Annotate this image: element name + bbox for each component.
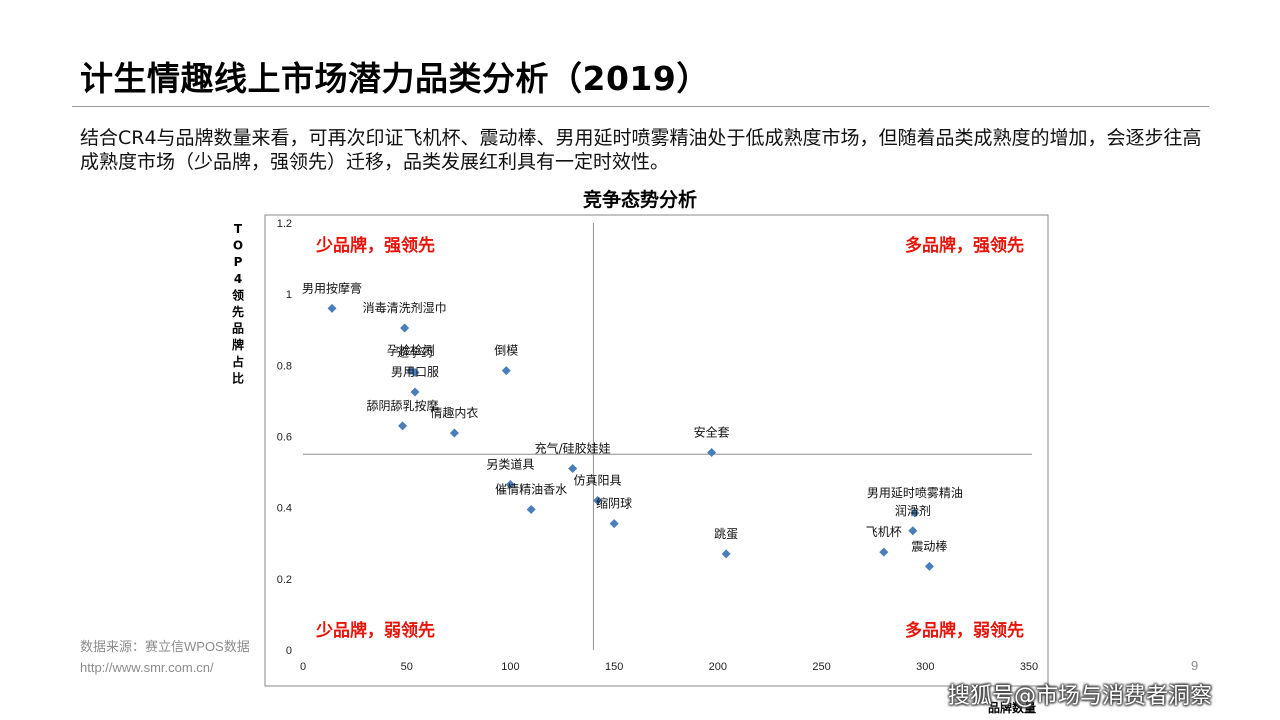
x-tick-label: 350 bbox=[1020, 661, 1038, 673]
y-tick-label: 0.2 bbox=[277, 574, 292, 586]
page-number: 9 bbox=[1191, 658, 1199, 673]
data-point-label: 避孕药 bbox=[397, 345, 433, 359]
x-tick-label: 300 bbox=[916, 661, 934, 673]
y-axis-label-char: 牌 bbox=[232, 337, 244, 352]
data-point-label: 舔阴舔乳按摩 bbox=[367, 398, 439, 413]
data-point bbox=[526, 504, 536, 514]
data-point bbox=[879, 547, 889, 557]
y-axis-label-char: 比 bbox=[232, 370, 244, 385]
source-label: 数据来源：赛立信WPOS数据 bbox=[80, 639, 250, 654]
x-tick-label: 50 bbox=[401, 661, 413, 673]
data-point-label: 情趣内衣 bbox=[430, 405, 478, 420]
y-axis-label-char: P bbox=[234, 255, 243, 269]
data-point-label: 另类道具 bbox=[486, 458, 534, 472]
data-point-label: 男用按摩膏 bbox=[302, 280, 362, 295]
data-point bbox=[707, 448, 717, 458]
x-tick-label: 200 bbox=[709, 661, 727, 673]
x-tick-label: 250 bbox=[812, 661, 830, 673]
x-tick-label: 150 bbox=[605, 661, 623, 673]
y-tick-label: 0 bbox=[286, 645, 292, 657]
y-axis-label-char: 4 bbox=[234, 272, 242, 286]
x-tick-label: 0 bbox=[300, 661, 306, 673]
data-point bbox=[721, 549, 731, 559]
page-description: 结合CR4与品牌数量来看，可再次印证飞机杯、震动棒、男用延时喷雾精油处于低成熟度… bbox=[80, 127, 1202, 173]
data-point bbox=[568, 464, 578, 474]
plot-frame bbox=[264, 214, 1049, 687]
data-point bbox=[910, 508, 920, 518]
y-tick-label: 0.4 bbox=[277, 503, 292, 515]
y-tick-label: 1 bbox=[286, 289, 292, 301]
y-axis-label-char: 先 bbox=[232, 304, 244, 319]
data-point bbox=[593, 496, 603, 506]
y-axis-label-char: 领 bbox=[232, 287, 244, 302]
data-point bbox=[400, 323, 410, 333]
y-axis-label-char: O bbox=[233, 239, 243, 253]
page-title: 计生情趣线上市场潜力品类分析（2019） bbox=[80, 59, 710, 98]
data-point bbox=[327, 303, 337, 313]
data-point-label: 充气/硅胶娃娃 bbox=[535, 441, 611, 456]
y-tick-label: 1.2 bbox=[277, 218, 292, 230]
chart-title: 竞争态势分析 bbox=[583, 188, 697, 211]
data-point-label: 男用延时喷雾精油 bbox=[867, 486, 963, 500]
data-point-label: 消毒清洗剂湿巾 bbox=[363, 300, 447, 315]
y-axis-label-char: 占 bbox=[232, 354, 244, 369]
y-tick-label: 0.8 bbox=[277, 360, 292, 372]
data-point bbox=[449, 428, 459, 438]
data-point bbox=[501, 366, 511, 376]
data-point bbox=[398, 421, 408, 431]
data-point-label: 震动棒 bbox=[911, 539, 947, 553]
data-point-label: 倒模 bbox=[494, 344, 518, 358]
data-point bbox=[924, 561, 934, 571]
source-url: http://www.smr.com.cn/ bbox=[80, 660, 214, 675]
data-point bbox=[410, 367, 420, 377]
quadrant-label-top-right: 多品牌，强领先 bbox=[905, 235, 1024, 256]
watermark: 搜狐号@市场与消费者洞察 bbox=[948, 684, 1213, 709]
data-point bbox=[609, 519, 619, 529]
y-axis-label-char: 品 bbox=[232, 322, 244, 336]
data-point bbox=[908, 526, 918, 536]
data-point-label: 男用口服 bbox=[391, 365, 439, 379]
quadrant-label-bottom-right: 多品牌，弱领先 bbox=[905, 620, 1024, 641]
data-point-label: 缩阴球 bbox=[596, 496, 632, 511]
data-point-label: 孕检检测 bbox=[387, 343, 435, 358]
x-tick-label: 100 bbox=[501, 661, 519, 673]
data-point bbox=[410, 387, 420, 397]
quadrant-label-bottom-left: 少品牌，弱领先 bbox=[315, 620, 435, 641]
data-point-label: 仿真阳具 bbox=[574, 474, 622, 488]
quadrant-label-top-left: 少品牌，强领先 bbox=[315, 235, 435, 256]
title-divider bbox=[72, 106, 1209, 107]
data-point-label: 润滑剂 bbox=[895, 503, 931, 518]
data-point bbox=[505, 480, 515, 490]
x-axis-label: 品牌数量 bbox=[988, 700, 1036, 715]
y-tick-label: 0.6 bbox=[277, 432, 292, 444]
data-point-label: 跳蛋 bbox=[714, 527, 738, 541]
data-point-label: 安全套 bbox=[694, 425, 730, 440]
data-point-label: 催情精油香水 bbox=[495, 482, 567, 496]
data-point-label: 飞机杯 bbox=[866, 525, 902, 539]
y-axis-label-char: T bbox=[234, 222, 243, 236]
